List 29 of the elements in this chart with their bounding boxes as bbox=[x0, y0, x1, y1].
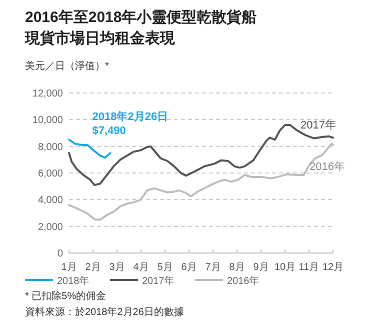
annotation: 2018年2月26日 $7,490 bbox=[92, 110, 168, 138]
y-tick-label: 4,000 bbox=[38, 195, 64, 206]
x-tick-label: 11月 bbox=[298, 262, 320, 273]
x-tick-label: 3月 bbox=[109, 262, 125, 273]
text: * 已扣除5%的佣金 bbox=[25, 290, 106, 302]
y-tick-label: 0 bbox=[57, 248, 64, 260]
chart-title: 2016年至2018年小靈便型乾散貨船現貨市場日均租金表現 bbox=[24, 9, 257, 47]
x-tick-label: 5月 bbox=[157, 262, 173, 273]
x-tick-label: 4月 bbox=[133, 262, 149, 273]
legend-label: 2016年 bbox=[227, 275, 260, 287]
x-tick-label: 1月 bbox=[61, 262, 77, 273]
x-tick-label: 10月 bbox=[274, 262, 296, 273]
y-tick-label: 2,000 bbox=[38, 222, 64, 233]
text: 2017年 bbox=[300, 120, 336, 132]
x-tick-label: 7月 bbox=[205, 262, 221, 273]
x-tick-label: 2月 bbox=[85, 262, 101, 273]
legend-label: 2018年 bbox=[57, 275, 90, 287]
source-note: 資料來源：於2018年2月26日的數據 bbox=[25, 306, 184, 318]
y-axis-title: 美元／日（淨值）* bbox=[25, 60, 109, 72]
text: 2016年 bbox=[310, 161, 345, 173]
y-tick-label: 8,000 bbox=[38, 142, 64, 153]
x-tick-label: 9月 bbox=[253, 262, 269, 273]
legend-label: 2017年 bbox=[142, 275, 174, 287]
y-tick-label: 6,000 bbox=[38, 168, 64, 180]
x-tick-label: 8月 bbox=[229, 262, 245, 273]
y-tick-label: 10,000 bbox=[32, 115, 64, 126]
x-tick-label: 6月 bbox=[181, 262, 197, 273]
x-tick-label: 12月 bbox=[322, 262, 344, 273]
y-tick-label: 12,000 bbox=[32, 88, 64, 100]
